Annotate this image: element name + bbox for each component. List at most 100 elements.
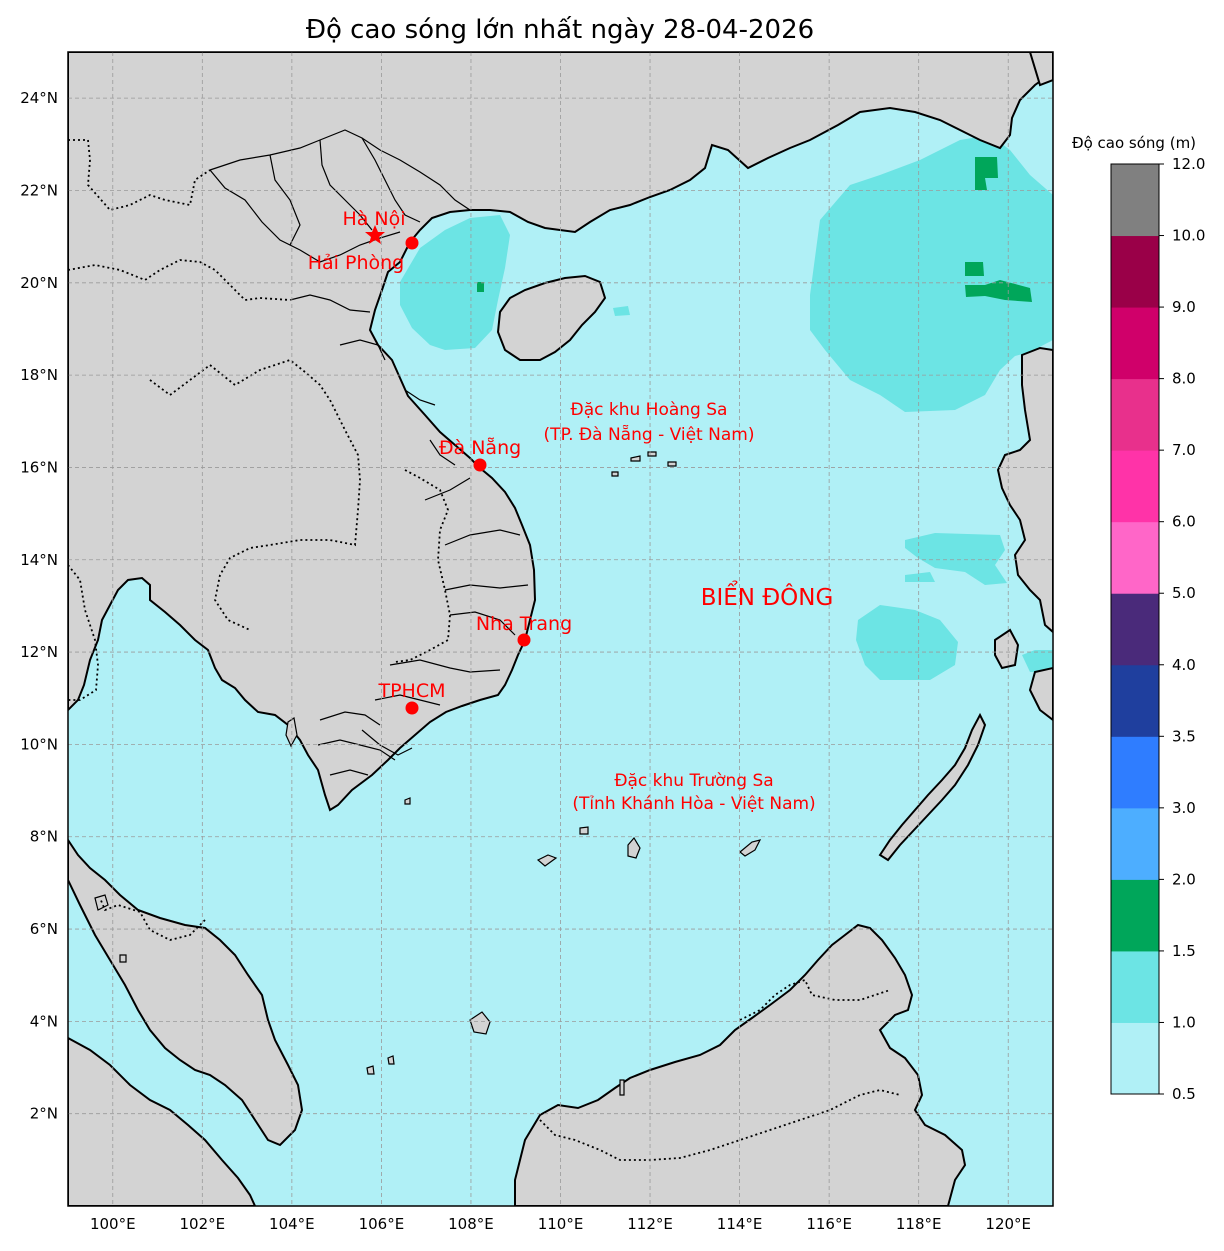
- border-nghe-an: [339, 339, 386, 361]
- colorbar-frame: [1110, 163, 1160, 1095]
- land-mindoro: [994, 628, 1020, 670]
- border-north-4: [319, 139, 373, 231]
- lon-tick-label: 118°E: [896, 1215, 942, 1233]
- lat-tick-label: 6°N: [30, 920, 58, 938]
- colorbar-bin: [1111, 879, 1159, 952]
- danang-marker: [473, 458, 487, 472]
- island-4: [579, 826, 589, 835]
- lat-tick-labels: 24°N 22°N 20°N 18°N 16°N 14°N 12°N 10°N 8°N 6°N 4°…: [20, 89, 58, 1123]
- lat-tick-label: 18°N: [20, 366, 58, 384]
- lon-tick-labels: 100°E 102°E 104°E 106°E 108°E 110°E 112°E 114°E…: [90, 1215, 1031, 1233]
- hoangsa-label-line2: (TP. Đà Nẵng - Việt Nam): [544, 424, 755, 445]
- island-natuna: [469, 1011, 491, 1035]
- place-labels: Hà Nội Hải Phòng Đà Nẵng Nha Trang TPHCM: [308, 208, 572, 702]
- wave-zone-1-1.5: [400, 135, 1053, 680]
- lat-tick-label: 24°N: [20, 89, 58, 107]
- wave-zone-high-3: [965, 280, 1032, 302]
- national-borders: [68, 139, 901, 1161]
- colorbar-bin: [1111, 235, 1159, 308]
- colorbar-bin: [1111, 307, 1159, 380]
- hanoi-label: Hà Nội: [342, 208, 405, 230]
- lon-tick-label: 104°E: [269, 1215, 315, 1233]
- wave-zone-east-2: [905, 572, 935, 582]
- border-ha-tinh: [404, 389, 436, 406]
- lat-tick-label: 4°N: [30, 1012, 58, 1030]
- island-paracel-2: [647, 451, 657, 457]
- island-paracel-1: [630, 455, 641, 462]
- wave-zone-northeast: [810, 135, 1053, 412]
- lon-tick-label: 108°E: [448, 1215, 494, 1233]
- colorbar-tick-label: 1.5: [1172, 942, 1196, 960]
- border-mekong-1: [317, 739, 396, 761]
- nhatrang-label: Nha Trang: [476, 613, 572, 635]
- colorbar-tick-label: 3.0: [1172, 799, 1196, 817]
- lon-tick-label: 116°E: [806, 1215, 852, 1233]
- colorbar-tick-label: 2.0: [1172, 870, 1196, 888]
- lat-tick-label: 2°N: [30, 1105, 58, 1123]
- wave-zone-east-1: [905, 533, 1007, 585]
- island-10: [119, 954, 127, 963]
- border-lam-dong: [389, 659, 501, 673]
- island-2: [627, 836, 641, 859]
- island-paracel-4: [611, 471, 619, 477]
- colorbar-tick-label: 0.5: [1172, 1085, 1196, 1103]
- tphcm-marker: [405, 701, 419, 715]
- lat-tick-label: 22°N: [20, 181, 58, 199]
- colorbar-tick-label: 12.0: [1172, 155, 1205, 173]
- gridlines: [68, 52, 1053, 1206]
- lat-tick-label: 8°N: [30, 828, 58, 846]
- land-malay-peninsula: [68, 838, 304, 1147]
- lon-tick-label: 106°E: [359, 1215, 405, 1233]
- islands: [94, 451, 762, 1096]
- wave-zone-small: [613, 306, 630, 316]
- land-luzon: [996, 346, 1053, 634]
- wave-zone-east-3: [856, 605, 958, 680]
- border-gia-lai: [444, 529, 521, 546]
- border-north-2: [209, 169, 401, 263]
- border-quang-nam: [424, 477, 471, 501]
- lon-tick-label: 112°E: [627, 1215, 673, 1233]
- island-6: [387, 1055, 395, 1065]
- lon-tick-label: 100°E: [90, 1215, 136, 1233]
- colorbar-tick-label: 4.0: [1172, 656, 1196, 674]
- land-sumatra: [68, 1036, 257, 1206]
- lat-tick-label: 14°N: [20, 551, 58, 569]
- colorbar-bins: [1111, 164, 1159, 1095]
- colorbar-tick-label: 7.0: [1172, 441, 1196, 459]
- wave-zone-1.5-2: [477, 157, 1032, 302]
- colorbar-bin: [1111, 164, 1159, 237]
- haiphong-marker: [405, 236, 419, 250]
- region-labels: Đặc khu Hoàng Sa (TP. Đà Nẵng - Việt Nam…: [544, 400, 834, 814]
- truongsa-label-line2: (Tỉnh Khánh Hòa - Việt Nam): [572, 794, 815, 814]
- colorbar: Độ cao sóng (m) 12.0 10.0 9.0 8.0 7.0 6.0 5.0 4…: [1072, 134, 1205, 1103]
- border-north-3: [269, 154, 301, 246]
- colorbar-bin: [1111, 378, 1159, 451]
- bien-dong-label: BIỂN ĐÔNG: [701, 581, 834, 611]
- colorbar-bin: [1111, 950, 1159, 1023]
- border-thanh-hoa: [289, 294, 371, 313]
- border-dak-lak: [444, 584, 529, 591]
- island-paracel-3: [667, 461, 677, 467]
- colorbar-tick-label: 3.5: [1172, 727, 1196, 745]
- colorbar-tick-label: 9.0: [1172, 298, 1196, 316]
- colorbar-tick-label: 10.0: [1172, 227, 1205, 245]
- colorbar-title: Độ cao sóng (m): [1072, 134, 1196, 152]
- colorbar-tick-label: 8.0: [1172, 370, 1196, 388]
- colorbar-tick-label: 1.0: [1172, 1013, 1196, 1031]
- lon-tick-label: 114°E: [717, 1215, 763, 1233]
- colorbar-bin: [1111, 1022, 1159, 1095]
- wave-zone-high-1: [975, 157, 998, 190]
- map-frame: [67, 51, 1054, 1207]
- page-title: Độ cao sóng lớn nhất ngày 28-04-2026: [306, 15, 814, 45]
- lat-tick-label: 16°N: [20, 458, 58, 476]
- island-con-dao: [404, 797, 411, 805]
- border-sabah: [739, 978, 891, 1021]
- island-7: [366, 1065, 375, 1075]
- wave-zone-high-2: [965, 262, 984, 276]
- border-north-5: [361, 137, 421, 223]
- colorbar-bin: [1111, 593, 1159, 666]
- haiphong-label: Hải Phòng: [308, 252, 404, 274]
- map-area: [68, 52, 1053, 1206]
- land-taiwan: [1028, 52, 1053, 87]
